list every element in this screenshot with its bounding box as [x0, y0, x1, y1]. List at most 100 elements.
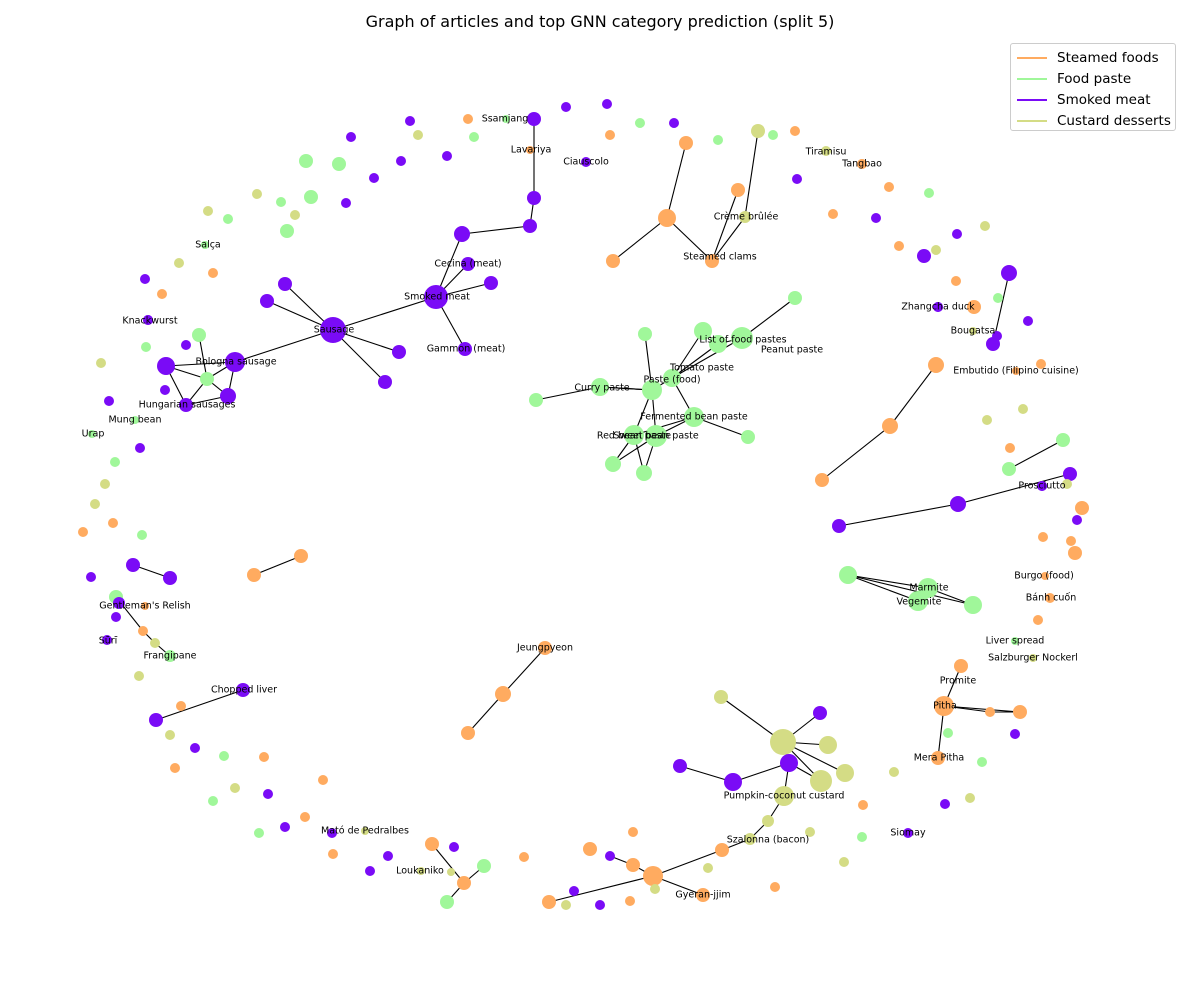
graph-node: [538, 641, 552, 655]
graph-node: [780, 754, 798, 772]
graph-node: [731, 183, 745, 197]
graph-node: [658, 209, 676, 227]
legend-line-custard-desserts: [1017, 119, 1047, 122]
graph-node: [832, 519, 846, 533]
graph-node: [857, 159, 867, 169]
graph-node: [113, 597, 125, 609]
graph-node: [813, 706, 827, 720]
graph-node: [669, 118, 679, 128]
node-label: Ciauscolo: [563, 157, 609, 168]
graph-node: [225, 352, 245, 372]
graph-node: [1045, 593, 1055, 603]
graph-node: [964, 596, 982, 614]
graph-node: [694, 322, 712, 340]
graph-node: [1023, 316, 1033, 326]
legend: Steamed foods Food paste Smoked meat Cus…: [1010, 43, 1176, 131]
legend-label: Smoked meat: [1057, 91, 1151, 108]
graph-node: [469, 132, 479, 142]
graph-node: [770, 882, 780, 892]
node-label: Mung bean: [108, 415, 161, 426]
legend-line-smoked-meat: [1017, 98, 1047, 101]
graph-node: [223, 214, 233, 224]
node-label: Crème brûlée: [714, 212, 779, 223]
graph-node: [332, 157, 346, 171]
graph-node: [1068, 546, 1082, 560]
graph-edge: [943, 705, 1021, 713]
node-label: Bánh cuốn: [1026, 593, 1076, 604]
graph-node: [417, 867, 425, 875]
graph-node: [86, 572, 96, 582]
graph-node: [828, 209, 838, 219]
graph-node: [1075, 501, 1089, 515]
graph-node: [821, 146, 831, 156]
node-label: Szalonna (bacon): [727, 835, 810, 846]
graph-edge: [741, 297, 796, 339]
legend-label: Steamed foods: [1057, 49, 1159, 66]
graph-node: [985, 707, 995, 717]
graph-edge: [155, 689, 244, 721]
graph-node: [463, 114, 473, 124]
graph-edge: [838, 503, 959, 527]
node-label: Lavariya: [511, 145, 552, 156]
graph-node: [967, 300, 981, 314]
graph-edge: [671, 337, 743, 379]
graph-node: [1001, 265, 1017, 281]
legend-item-steamed-foods: Steamed foods: [1011, 47, 1175, 68]
node-label: Loukaniko: [396, 866, 444, 877]
graph-node: [908, 591, 928, 611]
graph-node: [684, 407, 704, 427]
graph-edge: [461, 225, 531, 235]
graph-node: [744, 833, 756, 845]
graph-node: [650, 884, 660, 894]
graph-edge: [666, 217, 713, 262]
graph-node: [461, 726, 475, 740]
graph-edge: [502, 647, 546, 695]
graph-node: [449, 842, 459, 852]
graph-node: [762, 815, 774, 827]
graph-node: [992, 331, 1002, 341]
graph-node: [1066, 536, 1076, 546]
graph-node: [327, 828, 337, 838]
graph-node: [318, 775, 328, 785]
node-label: Tangbao: [841, 159, 882, 170]
graph-node: [993, 293, 1003, 303]
graph-node: [1033, 615, 1043, 625]
graph-node: [259, 752, 269, 762]
graph-node: [90, 499, 100, 509]
graph-edge: [431, 843, 465, 884]
graph-node: [378, 375, 392, 389]
graph-node: [903, 828, 913, 838]
graph-node: [569, 886, 579, 896]
graph-node: [931, 751, 945, 765]
graph-node: [624, 425, 644, 445]
graph-edge: [633, 416, 695, 436]
graph-edge: [612, 217, 668, 262]
graph-node: [628, 827, 638, 837]
graph-node: [143, 315, 153, 325]
graph-node: [290, 210, 300, 220]
node-label: Prosciutto: [1018, 481, 1065, 492]
graph-edge: [957, 473, 1071, 505]
graph-node: [200, 372, 214, 386]
graph-node: [457, 876, 471, 890]
graph-node: [917, 249, 931, 263]
graph-edge: [671, 343, 719, 379]
graph-node: [208, 796, 218, 806]
graph-node: [236, 683, 250, 697]
node-label: Embutido (Filipino cuisine): [953, 366, 1079, 377]
graph-node: [495, 686, 511, 702]
graph-node: [1002, 462, 1016, 476]
node-label: Marmite: [909, 583, 948, 594]
graph-node: [741, 430, 755, 444]
graph-edge: [821, 425, 891, 481]
graph-edge: [744, 130, 759, 218]
graph-node: [78, 527, 88, 537]
graph-node: [247, 568, 261, 582]
graph-node: [361, 827, 369, 835]
graph-node: [157, 357, 175, 375]
graph-node: [447, 868, 455, 876]
node-label: Zhangcha duck: [901, 302, 975, 313]
node-label: Knackwurst: [122, 316, 177, 327]
graph-edge: [234, 329, 334, 363]
graph-node: [88, 430, 96, 438]
